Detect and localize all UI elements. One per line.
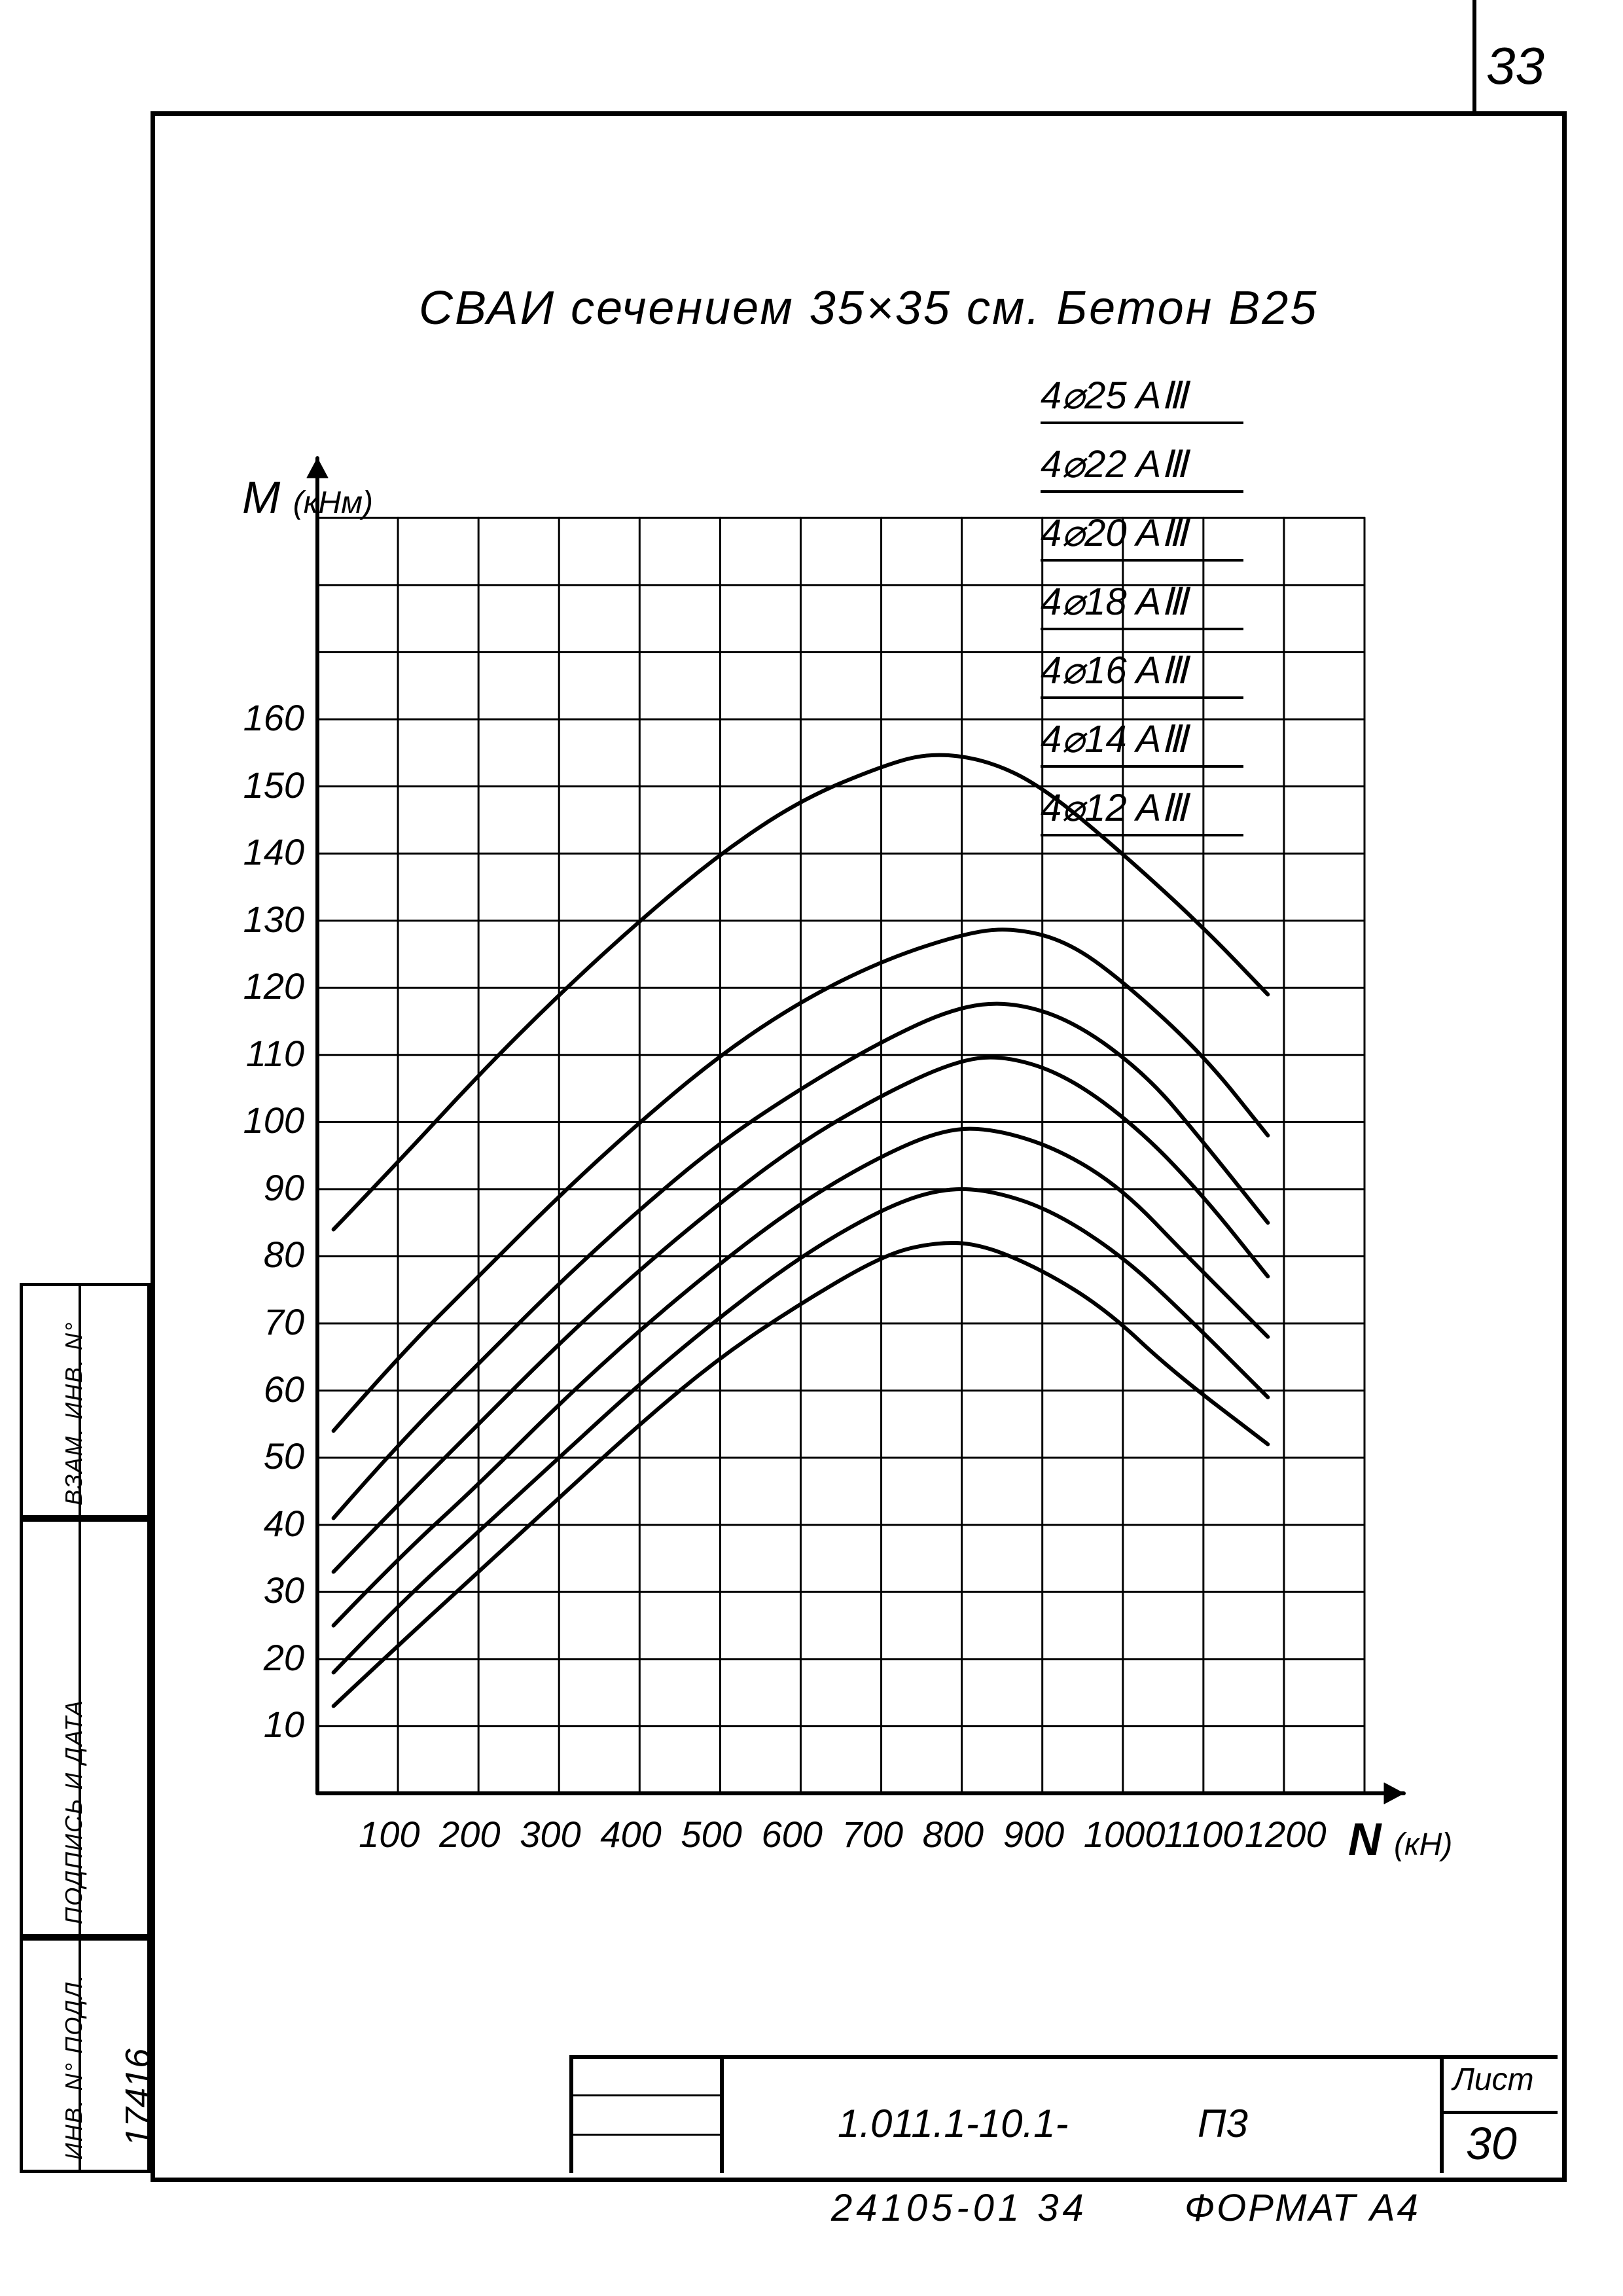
y-tick: 70 <box>232 1300 304 1343</box>
x-axis-symbol: N <box>1348 1814 1382 1865</box>
x-tick: 1200 <box>1245 1813 1327 1856</box>
interaction-chart <box>0 0 1623 2296</box>
x-tick: 600 <box>761 1813 822 1856</box>
stamp-label: ВЗАМ. ИНВ. N° <box>60 1296 88 1505</box>
x-axis-label: N (кН) <box>1348 1813 1452 1865</box>
y-tick: 30 <box>232 1569 304 1611</box>
y-tick: 80 <box>232 1233 304 1276</box>
bottom-format: ФОРМАТ А4 <box>1185 2186 1420 2230</box>
x-tick: 300 <box>520 1813 580 1856</box>
legend-row: 4⌀22 AⅢ <box>1041 442 1243 493</box>
titleblock-sheet-mid <box>1440 2111 1558 2114</box>
titleblock-stub-row <box>569 2134 720 2136</box>
x-axis-unit: (кН) <box>1394 1827 1452 1862</box>
x-tick: 100 <box>359 1813 419 1856</box>
y-tick: 90 <box>232 1166 304 1209</box>
sheet-number: 30 <box>1466 2117 1517 2170</box>
legend-row: 4⌀18 AⅢ <box>1041 579 1243 630</box>
y-tick: 40 <box>232 1502 304 1545</box>
stamp-label: ИНВ. N° ПОДЛ. <box>60 1950 88 2160</box>
legend-row: 4⌀14 AⅢ <box>1041 717 1243 768</box>
y-tick: 60 <box>232 1368 304 1410</box>
titleblock-divider <box>569 2055 573 2173</box>
x-tick: 1100 <box>1164 1813 1243 1856</box>
stamp-label: ПОДПИСЬ И ДАТА <box>60 1532 88 1924</box>
y-tick: 100 <box>232 1099 304 1141</box>
legend-row: 4⌀25 AⅢ <box>1041 373 1243 424</box>
y-tick: 140 <box>232 831 304 873</box>
y-axis-symbol: M <box>242 472 280 523</box>
doc-code: П3 <box>1198 2101 1248 2146</box>
titleblock-divider <box>1440 2055 1444 2173</box>
stamp-value: 17416 <box>118 2049 158 2147</box>
y-tick: 20 <box>232 1636 304 1679</box>
y-axis-unit: (кНм) <box>293 486 373 520</box>
legend-row: 4⌀20 AⅢ <box>1041 511 1243 562</box>
y-tick: 130 <box>232 898 304 941</box>
y-tick: 150 <box>232 764 304 806</box>
y-tick: 120 <box>232 965 304 1007</box>
x-tick: 1000 <box>1084 1813 1166 1856</box>
y-tick: 10 <box>232 1703 304 1746</box>
titleblock-top-line <box>569 2055 1558 2059</box>
y-tick: 110 <box>232 1032 304 1075</box>
y-tick: 50 <box>232 1435 304 1477</box>
titleblock-divider <box>720 2055 724 2173</box>
y-axis-label: M (кНм) <box>242 471 373 524</box>
titleblock-stub-row <box>569 2094 720 2096</box>
bottom-code: 24105-01 34 <box>831 2186 1088 2230</box>
doc-number: 1.011.1-10.1- <box>838 2101 1068 2146</box>
legend-row: 4⌀16 AⅢ <box>1041 648 1243 699</box>
x-tick: 800 <box>923 1813 984 1856</box>
legend-row: 4⌀12 AⅢ <box>1041 785 1243 836</box>
x-tick: 900 <box>1003 1813 1064 1856</box>
sheet-word: Лист <box>1453 2062 1534 2098</box>
x-tick: 200 <box>439 1813 500 1856</box>
x-tick: 700 <box>842 1813 903 1856</box>
x-tick: 500 <box>681 1813 741 1856</box>
x-tick: 400 <box>600 1813 661 1856</box>
y-tick: 160 <box>232 696 304 739</box>
